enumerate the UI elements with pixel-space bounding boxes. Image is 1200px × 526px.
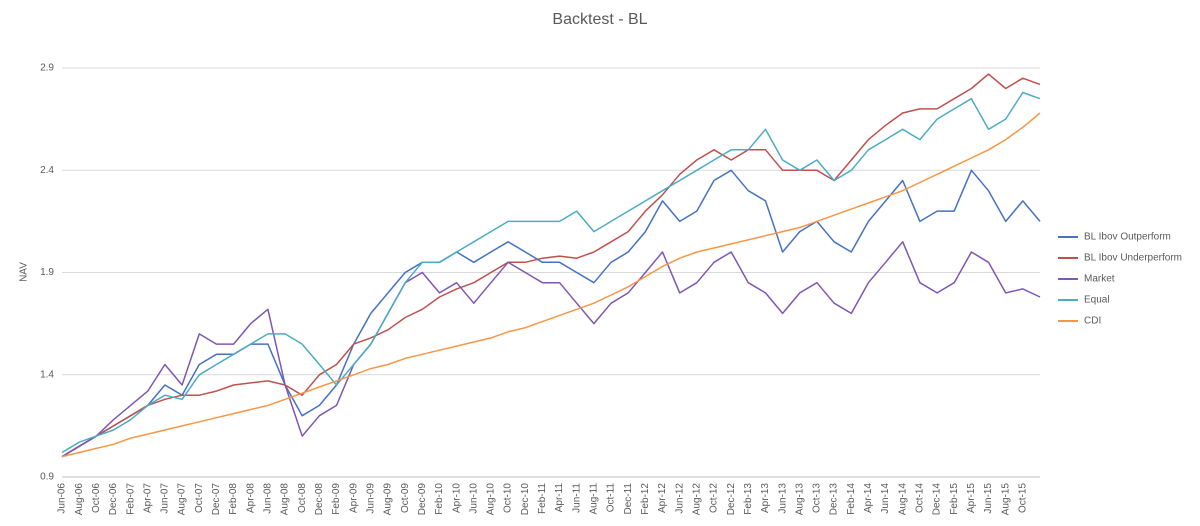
- legend-label: Equal: [1084, 295, 1110, 306]
- x-tick-label: Jun-14: [880, 483, 891, 514]
- x-tick-label: Dec-11: [623, 483, 634, 515]
- x-tick-label: Feb-08: [228, 483, 239, 515]
- x-tick-label: Jun-08: [263, 483, 274, 514]
- y-tick-label: 2.9: [40, 63, 54, 74]
- x-tick-label: Dec-09: [417, 483, 428, 516]
- x-tick-label: Feb-09: [331, 483, 342, 515]
- x-tick-label: Oct-13: [812, 483, 823, 513]
- x-tick-label: Aug-11: [589, 483, 600, 515]
- legend-label: CDI: [1084, 316, 1101, 327]
- series-line: [61, 169, 1041, 458]
- y-tick-label: 1.9: [40, 267, 54, 278]
- x-tick-label: Apr-07: [142, 483, 153, 513]
- x-tick-label: Jun-10: [468, 483, 479, 514]
- x-tick-label: Jun-09: [365, 483, 376, 514]
- x-tick-label: Apr-12: [657, 483, 668, 513]
- x-tick-label: Aug-06: [74, 483, 85, 516]
- x-tick-label: Jun-07: [160, 483, 171, 514]
- x-tick-label: Feb-10: [434, 483, 445, 515]
- x-tick-label: Aug-13: [794, 483, 805, 516]
- x-tick-label: Jun-12: [674, 483, 685, 514]
- x-tick-label: Apr-08: [245, 483, 256, 513]
- x-tick-label: Oct-12: [709, 483, 720, 513]
- series-line: [61, 91, 1041, 454]
- series-line: [61, 241, 1041, 458]
- x-tick-label: Oct-09: [400, 483, 411, 513]
- x-tick-label: Feb-07: [125, 483, 136, 515]
- x-tick-label: Apr-09: [348, 483, 359, 513]
- legend-label: Market: [1084, 274, 1115, 285]
- x-tick-label: Apr-14: [863, 483, 874, 513]
- x-tick-label: Apr-13: [760, 483, 771, 513]
- x-tick-label: Jun-11: [571, 483, 582, 513]
- x-tick-label: Apr-11: [554, 483, 565, 513]
- x-tick-label: Dec-13: [829, 483, 840, 516]
- x-tick-label: Aug-09: [383, 483, 394, 516]
- x-tick-label: Oct-07: [194, 483, 205, 513]
- x-tick-label: Jun-06: [57, 483, 68, 514]
- x-tick-label: Feb-11: [537, 483, 548, 514]
- legend-label: BL Ibov Underperform: [1084, 253, 1182, 264]
- x-tick-label: Aug-07: [177, 483, 188, 516]
- x-tick-label: Aug-10: [486, 483, 497, 516]
- x-tick-label: Dec-07: [211, 483, 222, 516]
- x-tick-label: Aug-15: [1000, 483, 1011, 516]
- x-tick-label: Oct-10: [503, 483, 514, 513]
- x-tick-label: Apr-10: [451, 483, 462, 513]
- x-tick-label: Oct-06: [91, 483, 102, 513]
- x-tick-label: Feb-15: [949, 483, 960, 515]
- series-line: [61, 73, 1041, 458]
- x-tick-label: Aug-14: [897, 483, 908, 516]
- x-tick-label: Feb-13: [743, 483, 754, 515]
- x-tick-label: Apr-15: [966, 483, 977, 513]
- x-tick-label: Oct-14: [915, 483, 926, 513]
- x-tick-label: Aug-12: [691, 483, 702, 516]
- y-tick-label: 0.9: [40, 472, 54, 483]
- y-tick-label: 2.4: [40, 165, 54, 176]
- x-tick-label: Dec-14: [932, 483, 943, 516]
- x-tick-label: Oct-11: [606, 483, 617, 513]
- series-line: [61, 112, 1041, 458]
- x-tick-label: Dec-10: [520, 483, 531, 516]
- chart-title: Backtest - BL: [552, 11, 647, 28]
- x-tick-label: Jun-15: [983, 483, 994, 514]
- x-tick-label: Feb-14: [846, 483, 857, 515]
- legend-label: BL Ibov Outperform: [1084, 232, 1171, 243]
- x-tick-label: Dec-08: [314, 483, 325, 516]
- y-axis-label: NAV: [19, 262, 30, 282]
- x-tick-label: Oct-08: [297, 483, 308, 513]
- x-tick-label: Dec-06: [108, 483, 119, 516]
- x-tick-label: Feb-12: [640, 483, 651, 515]
- x-tick-label: Aug-08: [280, 483, 291, 516]
- x-tick-label: Jun-13: [777, 483, 788, 514]
- x-tick-label: Dec-12: [726, 483, 737, 516]
- x-tick-label: Oct-15: [1017, 483, 1028, 513]
- y-tick-label: 1.4: [40, 369, 54, 380]
